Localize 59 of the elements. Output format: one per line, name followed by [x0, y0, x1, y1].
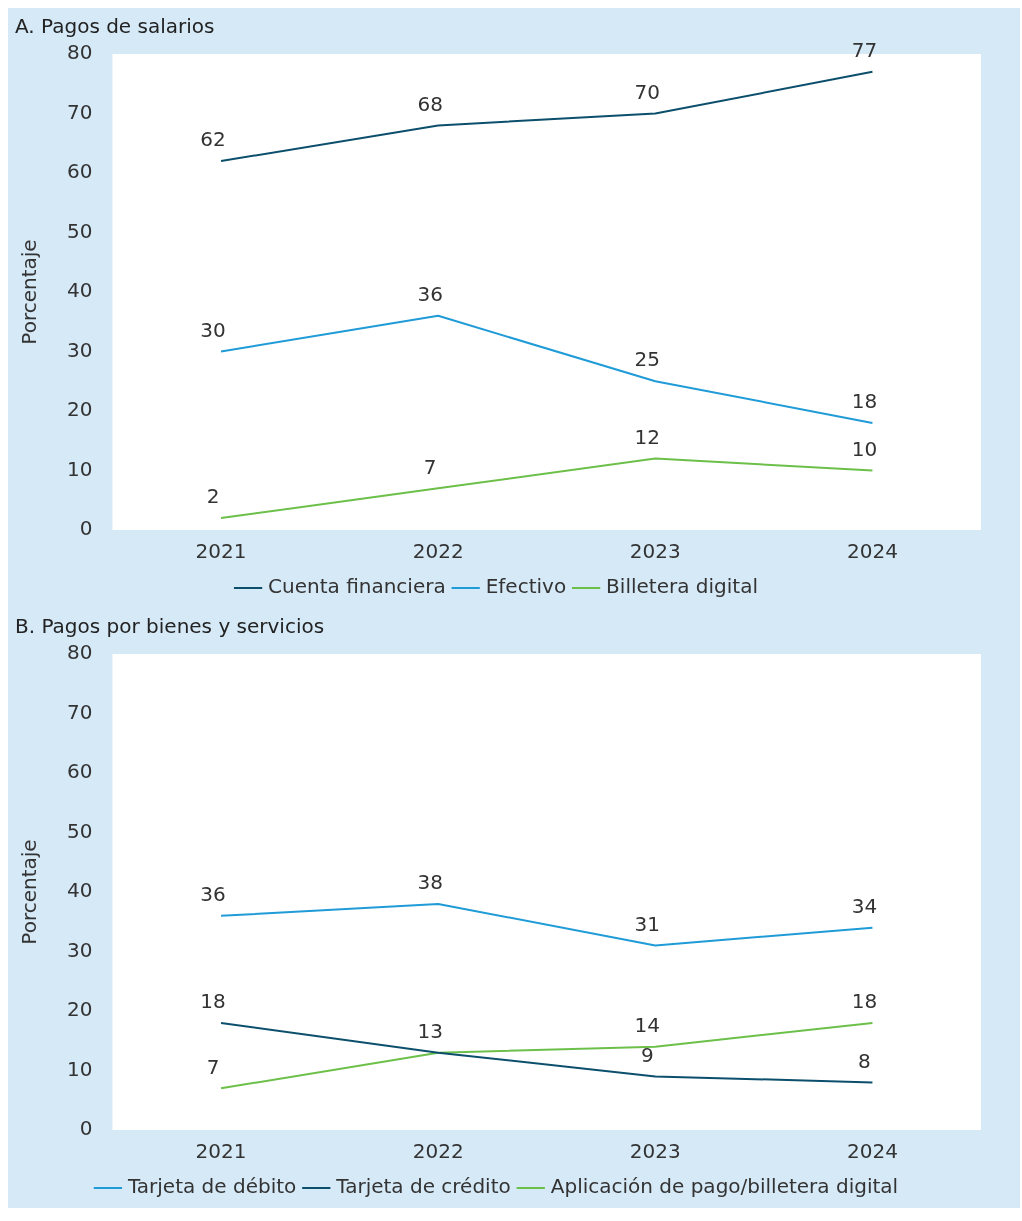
y-tick-label: 20 [67, 997, 93, 1022]
data-label: 30 [200, 317, 226, 342]
y-tick-label: 20 [67, 397, 93, 422]
y-tick-label: 80 [67, 640, 93, 665]
data-label: 25 [634, 347, 661, 372]
y-tick-label: 40 [67, 278, 93, 303]
legend-label: Efectivo [485, 574, 567, 599]
y-tick-label: 0 [79, 1116, 93, 1141]
data-label: 14 [634, 1012, 661, 1037]
y-axis-title: Porcentaje [17, 239, 42, 345]
data-label: 31 [634, 911, 661, 936]
x-tick-label: 2024 [846, 1139, 898, 1164]
x-tick-label: 2023 [629, 1139, 681, 1164]
data-label: 18 [851, 389, 878, 414]
y-tick-label: 10 [67, 1056, 93, 1081]
x-tick-label: 2023 [629, 539, 681, 564]
y-tick-label: 30 [67, 937, 93, 962]
x-tick-label: 2021 [195, 1139, 247, 1164]
y-axis-title: Porcentaje [17, 839, 42, 945]
data-label: 62 [200, 127, 226, 152]
y-tick-label: 70 [67, 99, 93, 124]
data-label: 34 [851, 893, 878, 918]
data-label: 13 [417, 1018, 443, 1043]
x-tick-label: 2021 [195, 539, 247, 564]
y-tick-label: 0 [79, 516, 93, 541]
legend-label: Tarjeta de débito [126, 1174, 297, 1199]
y-tick-label: 80 [67, 40, 93, 65]
x-tick-label: 2024 [846, 539, 898, 564]
legend-label: Cuenta financiera [268, 574, 446, 599]
x-tick-label: 2022 [412, 1139, 464, 1164]
data-label: 7 [423, 454, 437, 479]
data-label: 18 [200, 989, 226, 1014]
data-label: 68 [417, 91, 443, 116]
data-label: 8 [858, 1048, 871, 1073]
data-label: 10 [851, 436, 878, 461]
y-tick-label: 50 [67, 218, 93, 243]
legend-label: Aplicación de pago/billetera digital [550, 1174, 899, 1199]
data-label: 38 [417, 870, 443, 895]
legend-label: Billetera digital [606, 574, 758, 599]
data-label: 77 [851, 38, 878, 63]
x-tick-label: 2022 [412, 539, 464, 564]
data-label: 7 [206, 1054, 220, 1079]
y-tick-label: 30 [67, 337, 93, 362]
y-tick-label: 10 [67, 456, 93, 481]
data-label: 36 [417, 282, 443, 306]
y-tick-label: 60 [67, 759, 93, 784]
y-tick-label: 70 [67, 699, 93, 724]
y-tick-label: 50 [67, 818, 93, 843]
y-tick-label: 60 [67, 159, 93, 184]
data-label: 18 [851, 989, 878, 1014]
data-label: 12 [634, 424, 661, 449]
data-label: 70 [634, 79, 661, 104]
data-label: 36 [200, 882, 226, 906]
data-label: 2 [206, 484, 220, 509]
data-label: 9 [640, 1042, 654, 1067]
chart-title: A. Pagos de salarios [15, 14, 215, 39]
chart-title: B. Pagos por bienes y servicios [15, 614, 325, 639]
legend-label: Tarjeta de crédito [335, 1174, 511, 1199]
y-tick-label: 40 [67, 878, 93, 903]
